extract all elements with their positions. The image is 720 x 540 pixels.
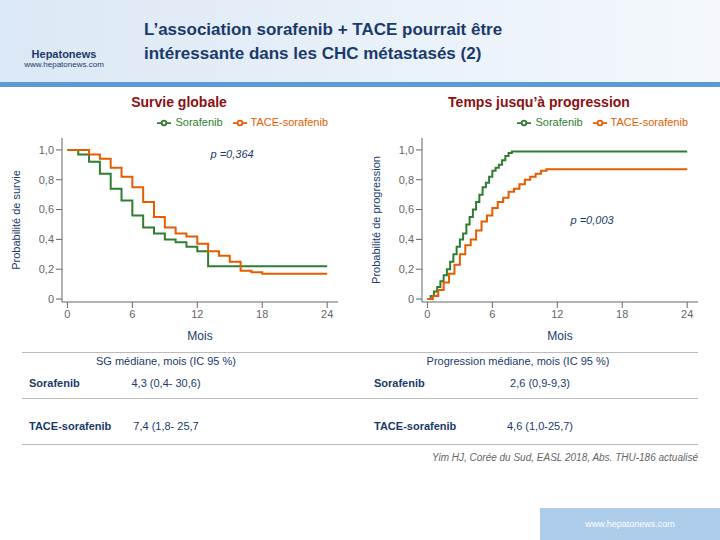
- html-text:TACE-sorafenib: TACE-sorafenib: [374, 420, 457, 432]
- svg-text:6: 6: [129, 308, 135, 320]
- html-text:Sorafenib: Sorafenib: [535, 116, 583, 128]
- html-text:www.hepatonews.com: www.hepatonews.com: [585, 519, 675, 529]
- html-text:Sorafenib: Sorafenib: [374, 377, 425, 389]
- svg-text:0,8: 0,8: [39, 174, 54, 186]
- html-text:TACE-sorafenib: TACE-sorafenib: [250, 116, 328, 128]
- html-text:Sorafenib: Sorafenib: [175, 116, 223, 128]
- html-text:www.hepatonews.com: www.hepatonews.com: [24, 60, 104, 69]
- svg-text:1,0: 1,0: [39, 144, 54, 156]
- html-text:Progression médiane, mois (IC: Progression médiane, mois (IC 95 %): [426, 355, 610, 367]
- html-text:2,6 (0,9-9,3): 2,6 (0,9-9,3): [510, 377, 570, 389]
- svg-text:p =0,364: p =0,364: [210, 148, 254, 160]
- svg-text:0,2: 0,2: [39, 263, 54, 275]
- svg-text:Probabilité de survie: Probabilité de survie: [10, 170, 22, 270]
- svg-text:Probabilité de progression: Probabilité de progression: [370, 156, 382, 284]
- svg-text:0: 0: [424, 308, 430, 320]
- html-text:Temps jusqu’à progression: Temps jusqu’à progression: [448, 94, 630, 110]
- svg-text:24: 24: [321, 308, 333, 320]
- svg-text:1,0: 1,0: [399, 144, 414, 156]
- html-text:SG médiane, mois (IC 95 %): SG médiane, mois (IC 95 %): [96, 355, 236, 367]
- html-text:L’association sorafenib + TACE: L’association sorafenib + TACE pourrait …: [144, 20, 503, 63]
- html-text:Yim HJ, Corée du Sud, EASL 201: Yim HJ, Corée du Sud, EASL 2018, Abs. TH…: [431, 452, 698, 463]
- svg-text:0: 0: [408, 293, 414, 305]
- svg-text:12: 12: [551, 308, 563, 320]
- html-text:TACE-sorafenib: TACE-sorafenib: [29, 420, 112, 432]
- svg-text:0,4: 0,4: [39, 233, 54, 245]
- svg-text:0: 0: [48, 293, 54, 305]
- svg-text:0,2: 0,2: [399, 263, 414, 275]
- html-text:7,4 (1,8- 25,7: 7,4 (1,8- 25,7: [133, 420, 199, 432]
- html-text:Hepatonews: Hepatonews: [31, 48, 97, 60]
- svg-text:0,4: 0,4: [399, 233, 414, 245]
- svg-text:0: 0: [64, 308, 70, 320]
- svg-text:0,6: 0,6: [39, 203, 54, 215]
- html-text:Survie globale: Survie globale: [131, 94, 227, 110]
- svg-text:p =0,003: p =0,003: [570, 214, 615, 226]
- svg-text:24: 24: [681, 308, 693, 320]
- html-text:TACE-sorafenib: TACE-sorafenib: [610, 116, 688, 128]
- svg-text:0,6: 0,6: [399, 203, 414, 215]
- svg-text:12: 12: [191, 308, 203, 320]
- html-text:Sorafenib: Sorafenib: [29, 377, 80, 389]
- html-text:4,3 (0,4- 30,6): 4,3 (0,4- 30,6): [131, 377, 201, 389]
- svg-text:Mois: Mois: [547, 329, 572, 343]
- svg-text:6: 6: [489, 308, 495, 320]
- svg-text:18: 18: [616, 308, 628, 320]
- svg-text:18: 18: [256, 308, 268, 320]
- svg-text:Mois: Mois: [187, 329, 212, 343]
- svg-text:0,8: 0,8: [399, 174, 414, 186]
- html-text:4,6 (1,0-25,7): 4,6 (1,0-25,7): [507, 420, 573, 432]
